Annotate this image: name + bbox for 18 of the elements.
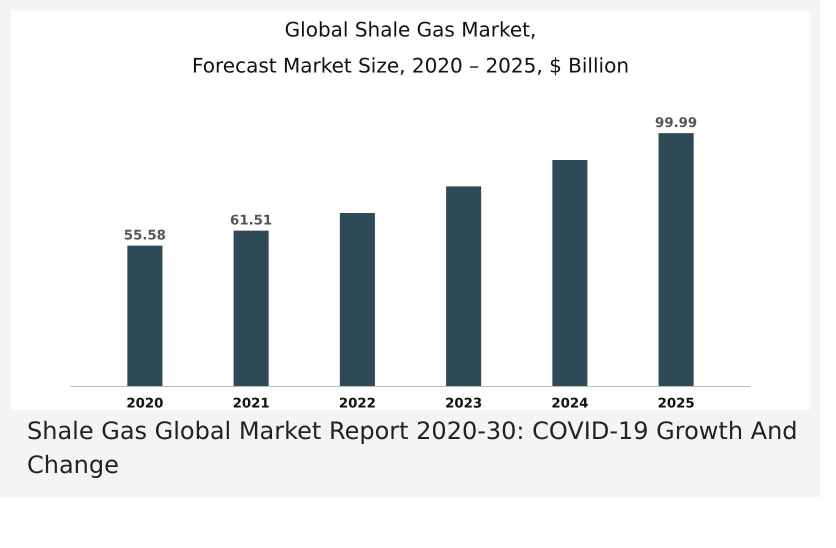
chart-title: Global Shale Gas Market, [284, 18, 536, 42]
x-tick-label: 2024 [551, 396, 588, 412]
x-tick-label: 2023 [445, 396, 482, 412]
chart-subtitle: Forecast Market Size, 2020 – 2025, $ Billion [192, 54, 630, 78]
x-tick-label: 2021 [232, 396, 270, 412]
text: Shale Gas Global Market Report 2020-30: COVID-19 Growth And Change [27, 416, 799, 481]
bar [658, 133, 694, 386]
x-tick-label: 2025 [658, 396, 695, 412]
x-tick-label: 2020 [126, 396, 164, 412]
bar [340, 212, 375, 386]
data-label: 55.58 [124, 228, 166, 244]
data-label: 61.51 [230, 214, 272, 229]
bar [446, 186, 482, 386]
bar [552, 160, 588, 386]
bar [234, 230, 269, 386]
data-label: 99.99 [655, 116, 698, 132]
x-tick-label: 2022 [338, 396, 376, 412]
bar [127, 246, 162, 386]
